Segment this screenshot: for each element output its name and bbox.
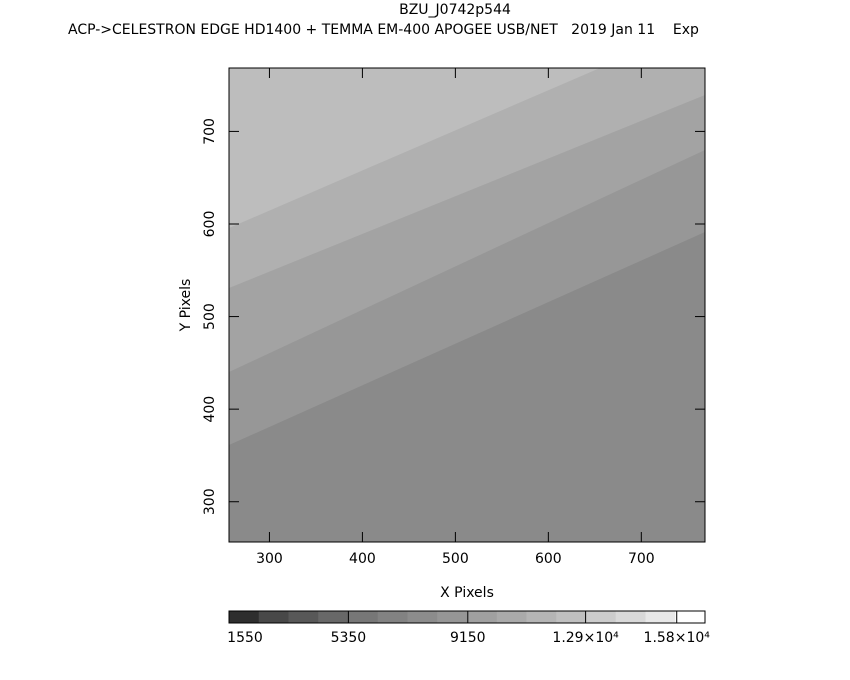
- colorbar-cell: [229, 611, 260, 623]
- y-tick-label: 300: [202, 488, 218, 515]
- image: [229, 68, 705, 542]
- colorbar-cell: [496, 611, 527, 623]
- colorbar-tick-label: 5350: [331, 630, 367, 646]
- x-tick-label: 600: [535, 551, 562, 567]
- colorbar-cell: [615, 611, 646, 623]
- y-tick-label: 700: [202, 118, 218, 145]
- y-axis-label: Y Pixels: [178, 279, 194, 333]
- colorbar-cell: [318, 611, 349, 623]
- colorbar-tick-label: 1.58×10⁴: [644, 630, 711, 646]
- x-tick-label: 700: [628, 551, 655, 567]
- colorbar-tick-label: 9150: [450, 630, 486, 646]
- colorbar-cell: [437, 611, 468, 623]
- colorbar-cell: [258, 611, 289, 623]
- plot-frame: [228, 67, 706, 543]
- chart-subtitle: ACP->CELESTRON EDGE HD1400 + TEMMA EM-40…: [68, 22, 699, 38]
- colorbar-cell: [526, 611, 557, 623]
- x-axis-label: X Pixels: [440, 585, 494, 601]
- x-tick-label: 500: [442, 551, 469, 567]
- y-tick-label: 500: [202, 303, 218, 330]
- colorbar-cell: [407, 611, 438, 623]
- colorbar-cell: [645, 611, 676, 623]
- x-tick-label: 400: [349, 551, 376, 567]
- colorbar-cell: [348, 611, 379, 623]
- y-tick-label: 600: [202, 211, 218, 238]
- colorbar-cell: [288, 611, 319, 623]
- colorbar-cell: [675, 611, 706, 623]
- colorbar-cell: [586, 611, 617, 623]
- colorbar-tick-label: 1550: [227, 630, 263, 646]
- colorbar-cell: [556, 611, 587, 623]
- colorbar-cell: [377, 611, 408, 623]
- y-tick-label: 400: [202, 396, 218, 423]
- colorbar-cell: [467, 611, 498, 623]
- colorbar-tick-label: 1.29×10⁴: [552, 630, 619, 646]
- image-band: [229, 68, 600, 228]
- x-tick-label: 300: [256, 551, 283, 567]
- chart-title: BZU_J0742p544: [399, 2, 511, 18]
